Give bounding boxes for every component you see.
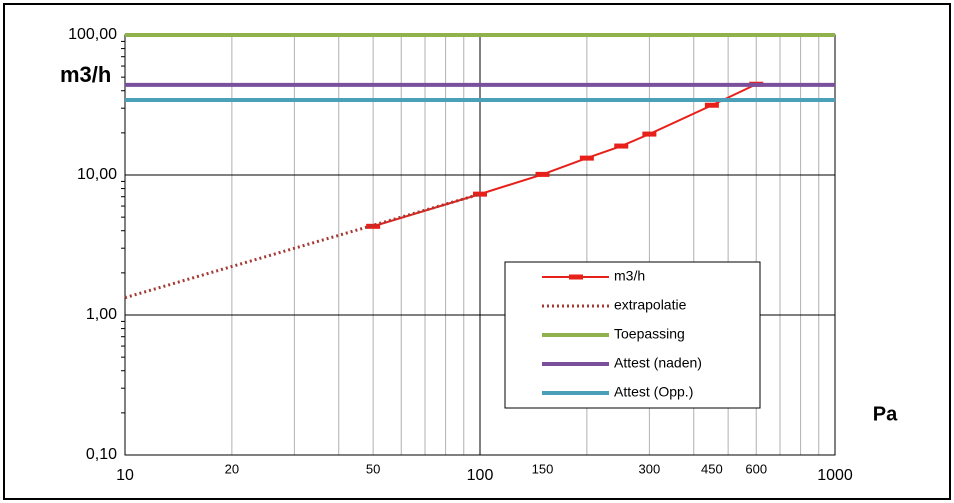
- x-tick-label: 450: [701, 461, 723, 476]
- data-point: [473, 191, 487, 197]
- frame: [3, 3, 951, 500]
- legend-label: m3/h: [614, 268, 645, 284]
- data-point: [614, 143, 629, 149]
- x-tick-label: 10: [116, 467, 134, 484]
- x-tick-label: 50: [366, 461, 380, 476]
- x-tick-label: 1000: [817, 467, 853, 484]
- legend-label: Attest (Opp.): [614, 384, 693, 400]
- legend-label: Toepassing: [614, 326, 685, 342]
- x-tick-label: 20: [225, 461, 239, 476]
- y-axis-label: m3/h: [60, 62, 111, 87]
- series-line: [124, 192, 481, 300]
- data-point: [366, 223, 381, 229]
- series-line: [372, 83, 757, 228]
- legend-label: extrapolatie: [614, 297, 687, 313]
- legend-label: Attest (naden): [614, 355, 702, 371]
- data-point: [579, 155, 594, 161]
- y-tick-label: 1,00: [86, 306, 117, 323]
- x-axis-label: Pa: [873, 403, 898, 425]
- data-point: [642, 131, 657, 137]
- data-point: [704, 102, 719, 108]
- x-tick-label: 150: [532, 461, 554, 476]
- data-point: [535, 171, 550, 177]
- y-tick-label: 100,00: [68, 26, 117, 43]
- x-tick-label: 600: [745, 461, 767, 476]
- y-tick-label: 0,10: [86, 446, 117, 463]
- legend-marker: [569, 274, 583, 280]
- y-tick-label: 10,00: [77, 166, 117, 183]
- x-tick-label: 300: [639, 461, 661, 476]
- x-tick-label: 100: [467, 467, 494, 484]
